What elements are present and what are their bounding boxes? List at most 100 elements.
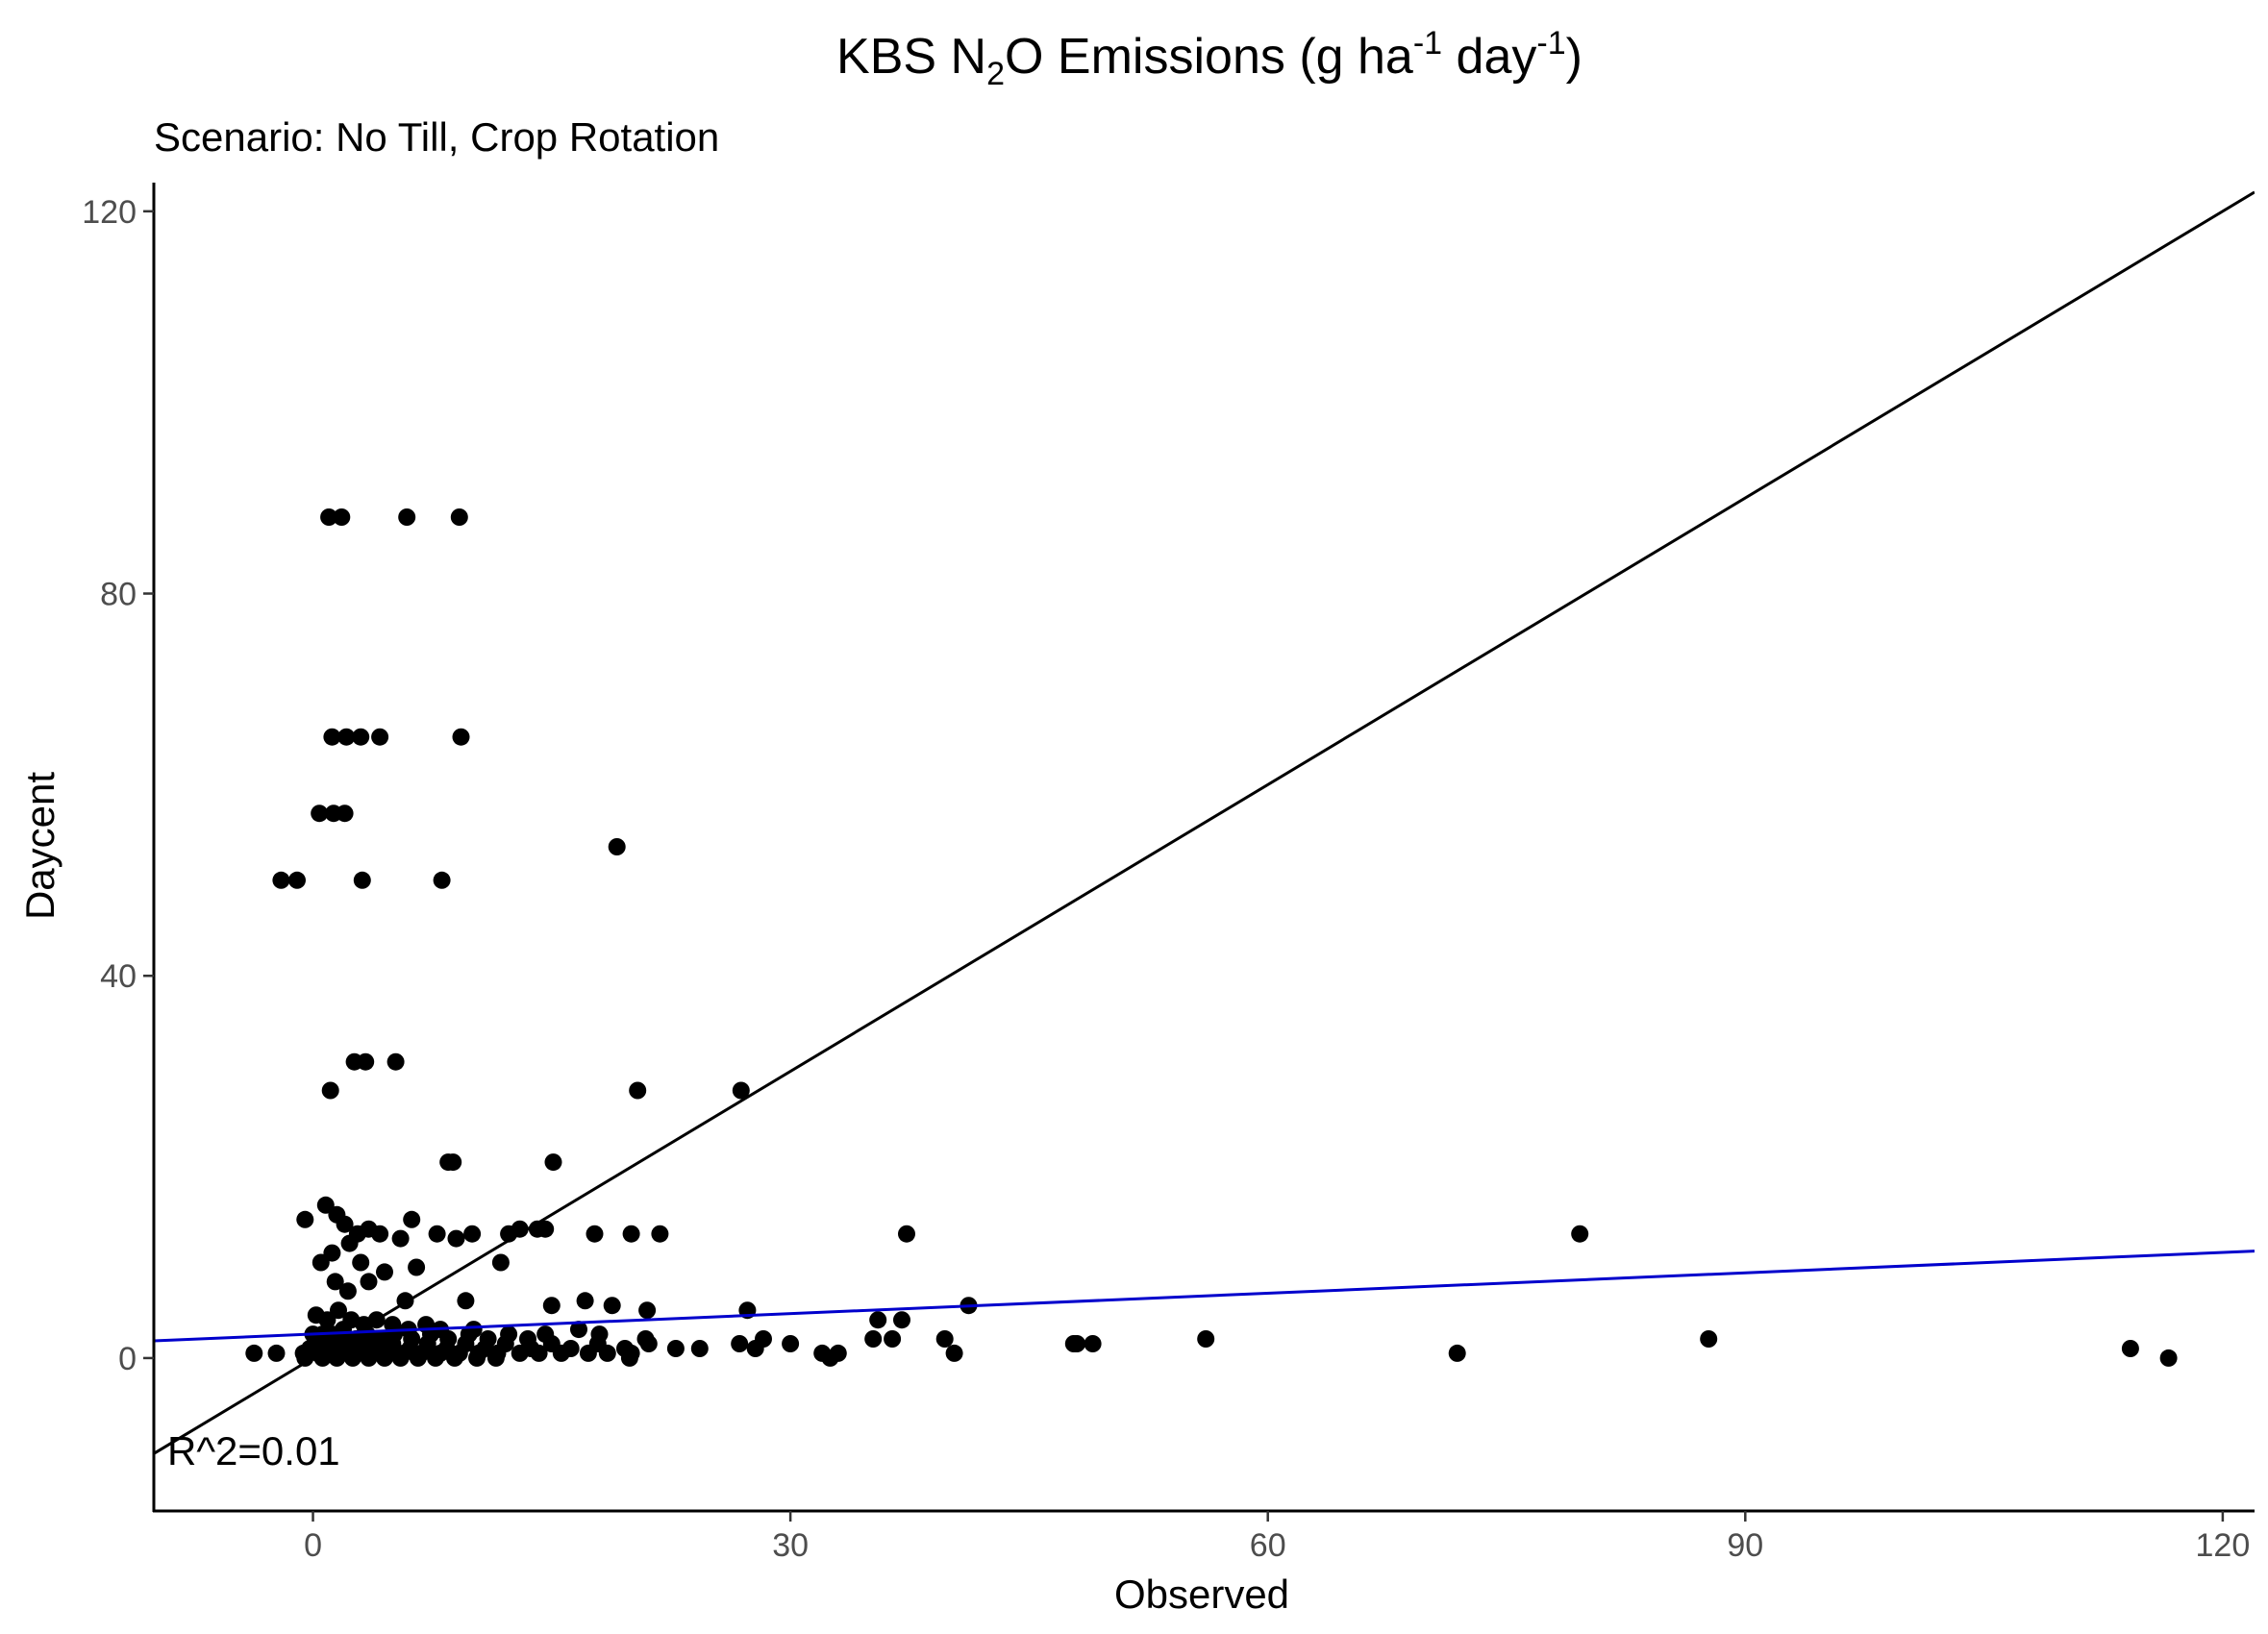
data-point [360,1273,378,1291]
data-point [666,1340,685,1357]
data-point [328,1349,346,1367]
data-point [821,1349,839,1367]
data-point [409,1349,427,1367]
data-point [343,1349,361,1367]
data-point [336,805,354,823]
data-point [782,1335,800,1352]
data-point [296,1210,314,1228]
data-point [272,871,290,889]
data-point [336,1215,354,1233]
data-point [288,871,306,889]
data-point [638,1301,657,1320]
data-point [486,1349,505,1367]
data-point [444,1153,462,1172]
title-superscript-1: -1 [1413,25,1442,62]
data-point [245,1344,263,1362]
data-point [576,1292,594,1310]
data-point [450,508,468,526]
data-point [622,1225,640,1243]
data-point [353,871,371,889]
data-point [603,1297,621,1315]
data-point [884,1330,902,1348]
data-point [391,1349,410,1367]
plot-area [154,190,2255,1455]
data-point [321,1081,339,1100]
data-point [2121,1340,2139,1357]
data-point [352,1253,370,1272]
data-point [326,1273,344,1291]
regression-line [154,1250,2255,1343]
data-point [320,508,338,526]
data-point [746,1340,764,1357]
data-point [511,1344,529,1362]
data-point [391,1229,410,1248]
x-axis-title: Observed [1114,1572,1289,1617]
data-point [457,1292,475,1310]
data-point [570,1321,587,1339]
data-point [333,508,351,526]
data-point [530,1344,548,1362]
data-point [376,1349,393,1367]
x-tick-label: 120 [2196,1527,2251,1564]
data-point [620,1349,638,1367]
data-point [338,1282,357,1300]
data-point [639,1335,658,1352]
data-point [491,1253,510,1272]
data-point [371,728,389,746]
data-point [463,1225,482,1243]
data-point [445,1349,463,1367]
data-point [408,1258,426,1276]
data-point [452,728,470,746]
data-point [323,728,341,746]
data-point [579,1344,597,1362]
data-point [348,1225,366,1243]
data-point [433,871,451,889]
data-point [357,1052,375,1071]
data-point [386,1052,405,1071]
data-point [552,1344,570,1362]
data-point [267,1344,286,1362]
data-point [586,1225,604,1243]
data-point [544,1153,562,1172]
data-point [629,1081,647,1100]
r-squared-annotation: R^2=0.01 [167,1428,340,1473]
data-point [542,1297,561,1315]
data-point [598,1344,616,1362]
data-point [1700,1330,1718,1348]
one-to-one-line [154,190,2255,1455]
chart-subtitle: Scenario: No Till, Crop Rotation [154,114,719,160]
data-point [376,1263,393,1281]
data-point [398,508,416,526]
x-tick-label: 30 [772,1527,809,1564]
y-tick-label: 0 [118,1341,137,1377]
data-point [296,1349,314,1367]
data-point [536,1220,555,1238]
data-point [447,1229,465,1248]
data-point [935,1330,954,1348]
data-point [2159,1349,2178,1367]
title-superscript-2: -1 [1536,25,1565,62]
title-subscript: 2 [986,56,1005,92]
data-point [371,1225,389,1243]
y-axis-title: Daycent [17,772,62,920]
x-tick-label: 60 [1250,1527,1286,1564]
data-point [893,1311,910,1329]
data-point [608,838,626,855]
data-point [1448,1344,1466,1362]
chart-title: KBS N2O Emissions (g ha-1 day-1) [836,25,1583,92]
data-point [427,1349,444,1367]
data-point [651,1225,669,1243]
y-tick-label: 80 [100,577,137,613]
data-point [869,1311,887,1329]
x-tick-label: 90 [1727,1527,1763,1564]
data-point [360,1349,378,1367]
data-point [311,805,329,823]
data-point [428,1225,446,1243]
y-tick-label: 40 [100,958,137,995]
data-point [330,1301,347,1320]
data-point [731,1335,749,1352]
data-point [690,1340,709,1357]
data-point [323,1244,341,1262]
data-point [468,1349,486,1367]
